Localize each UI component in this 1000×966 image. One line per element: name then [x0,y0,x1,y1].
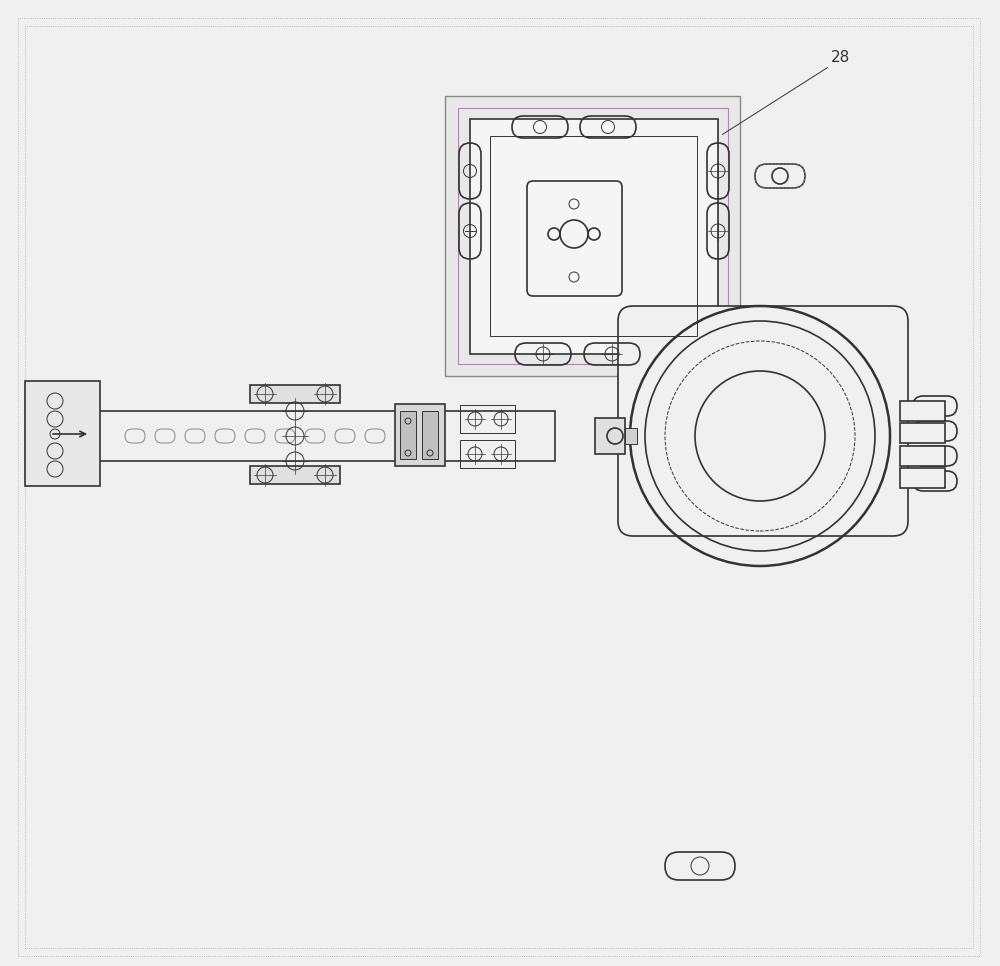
Bar [625,428,637,444]
Bar [458,108,728,364]
Bar [395,404,445,466]
Bar [490,136,697,336]
Bar [470,119,718,354]
Text: 28: 28 [830,50,850,66]
Bar [900,423,945,443]
Bar [25,381,100,486]
Bar [400,411,416,459]
Bar [445,96,740,376]
Bar [250,385,340,403]
FancyBboxPatch shape [665,852,735,880]
Bar [250,466,340,484]
Bar [460,440,515,468]
Bar [900,468,945,488]
Bar [460,405,515,433]
Bar [422,411,438,459]
Bar [900,401,945,421]
FancyBboxPatch shape [618,306,908,536]
Bar [900,446,945,466]
Bar [595,418,625,454]
Bar [60,411,555,461]
